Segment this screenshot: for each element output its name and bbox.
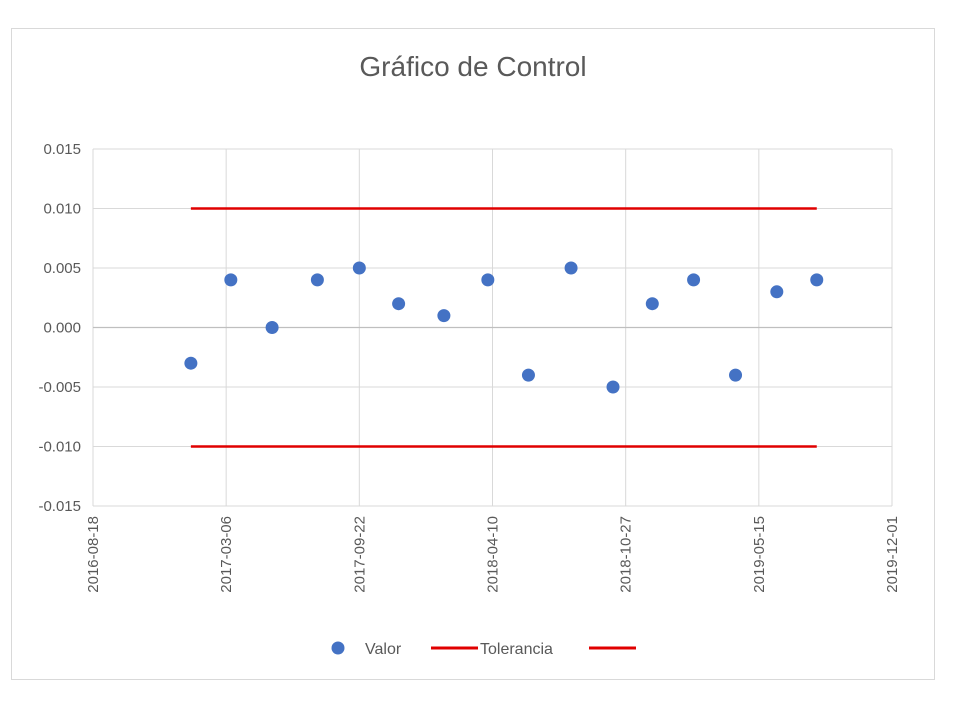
x-tick-label: 2016-08-18 bbox=[85, 516, 102, 593]
data-point-valor bbox=[606, 380, 620, 394]
data-point-valor bbox=[645, 297, 659, 311]
data-point-valor bbox=[481, 273, 495, 287]
x-tick-label: 2019-12-01 bbox=[884, 516, 901, 593]
x-tick-label: 2018-10-27 bbox=[618, 516, 635, 593]
data-point-valor bbox=[729, 368, 743, 382]
data-point-valor bbox=[352, 261, 366, 275]
y-tick-label: 0.000 bbox=[43, 320, 81, 337]
x-tick-label: 2017-03-06 bbox=[218, 516, 235, 593]
axis-labels: 0.0150.0100.0050.000-0.005-0.010-0.01520… bbox=[38, 141, 901, 593]
data-point-valor bbox=[564, 261, 578, 275]
data-point-valor bbox=[265, 321, 279, 334]
data-point-valor bbox=[184, 356, 198, 370]
y-tick-label: -0.015 bbox=[38, 498, 81, 515]
chart-frame: Gráfico de Control 0.015 0.010 0.005 0.000 -… bbox=[11, 28, 935, 680]
grid-lines bbox=[92, 148, 893, 507]
data-point-valor bbox=[310, 273, 324, 287]
y-tick-label: -0.005 bbox=[38, 379, 81, 396]
chart-canvas: Gráfico de Control 0.015 0.010 0.005 0.000 -… bbox=[38, 51, 901, 658]
x-tick-label: 2018-04-10 bbox=[485, 516, 502, 593]
data-series bbox=[184, 207, 824, 448]
y-tick-label: 0.010 bbox=[43, 201, 81, 218]
y-tick-label: -0.010 bbox=[38, 439, 81, 456]
data-point-valor bbox=[392, 297, 406, 311]
data-point-valor bbox=[521, 368, 535, 382]
chart-title: Gráfico de Control bbox=[359, 51, 586, 82]
data-point-valor bbox=[687, 273, 701, 287]
data-point-valor bbox=[770, 285, 784, 299]
legend: Valor Tolerancia bbox=[331, 641, 636, 658]
legend-marker-valor bbox=[331, 641, 345, 655]
data-point-valor bbox=[437, 309, 451, 323]
legend-label-valor: Valor bbox=[365, 641, 402, 658]
data-point-valor bbox=[810, 273, 824, 287]
legend-label-tolerancia: Tolerancia bbox=[480, 641, 553, 658]
y-tick-label: 0.015 bbox=[43, 141, 81, 158]
data-point-valor bbox=[224, 273, 238, 287]
x-tick-label: 2019-05-15 bbox=[751, 516, 768, 593]
y-tick-label: 0.005 bbox=[43, 260, 81, 277]
x-tick-label: 2017-09-22 bbox=[351, 516, 368, 593]
